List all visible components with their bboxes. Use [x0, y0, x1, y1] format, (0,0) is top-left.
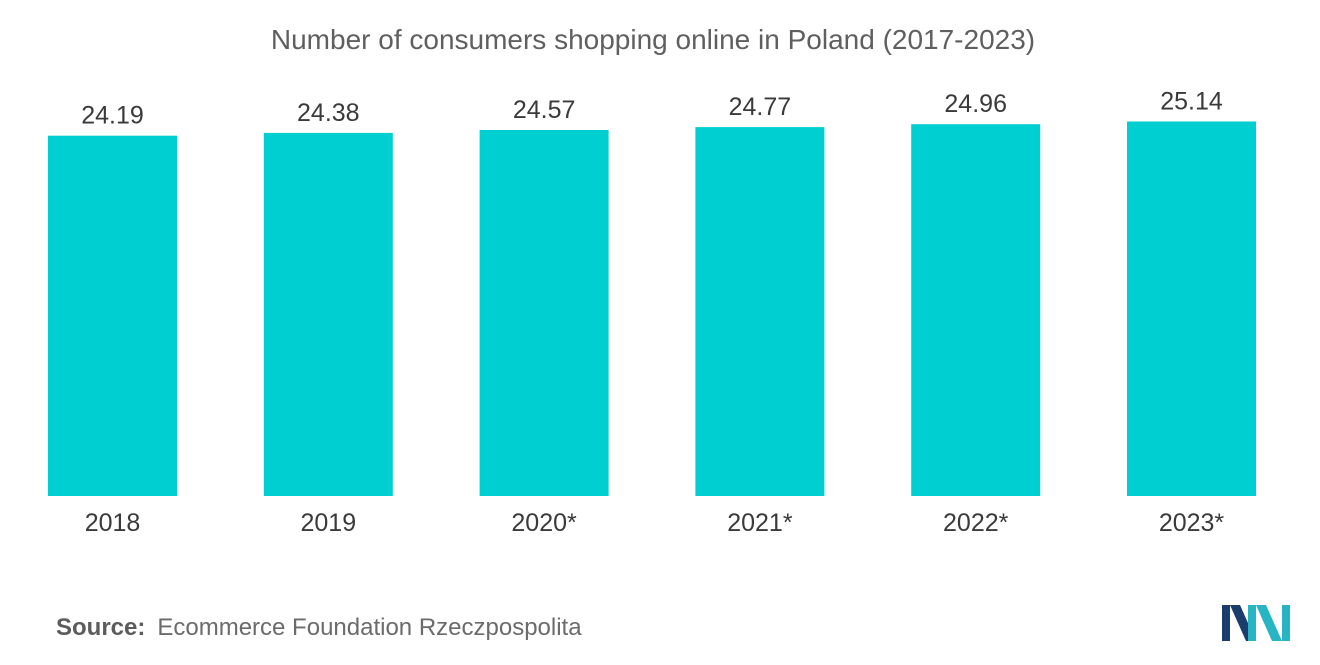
category-labels-group: 2018 2019 2020* 2021* 2022* 2023*: [85, 509, 1225, 537]
category-label: 2018: [85, 509, 141, 537]
bar-2021*: [695, 127, 825, 496]
value-label: 25.14: [1160, 88, 1223, 116]
value-label: 24.57: [513, 96, 576, 124]
bar-2019: [263, 132, 393, 496]
mordor-intelligence-logo-icon: [1222, 605, 1290, 641]
bar-2018: [48, 135, 177, 496]
source-label: Source:: [56, 614, 146, 641]
value-label: 24.96: [944, 90, 1007, 118]
bar-2020*: [479, 130, 609, 496]
value-labels-group: 24.19 24.38 24.57 24.77 24.96 25.14: [81, 88, 1223, 130]
bar-2023*: [1127, 121, 1256, 496]
category-label: 2021*: [727, 509, 793, 537]
value-label: 24.19: [81, 102, 144, 130]
logo-stroke-3: [1248, 605, 1256, 641]
category-label: 2020*: [511, 509, 577, 537]
category-label: 2019: [300, 509, 356, 537]
source-note: Source: Ecommerce Foundation Rzeczpospoli…: [56, 614, 582, 642]
category-label: 2022*: [943, 509, 1009, 537]
value-label: 24.77: [729, 93, 792, 121]
bars-group: [48, 121, 1256, 496]
logo-stroke-1: [1222, 605, 1230, 641]
category-label: 2023*: [1159, 509, 1225, 537]
logo-stroke-4: [1256, 605, 1282, 641]
source-text: Ecommerce Foundation Rzeczpospolita: [157, 614, 582, 641]
bar-2022*: [911, 124, 1041, 496]
chart-title: Number of consumers shopping online in P…: [270, 24, 1036, 55]
value-label: 24.38: [297, 99, 360, 127]
logo-stroke-5: [1282, 605, 1290, 641]
